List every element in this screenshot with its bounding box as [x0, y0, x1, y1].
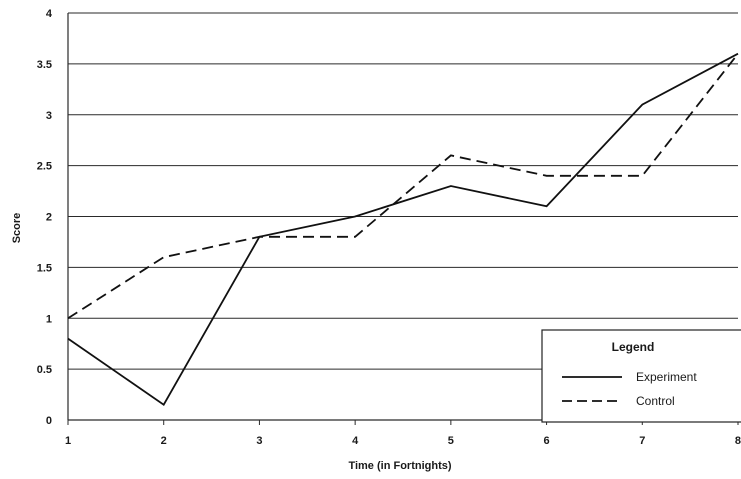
- x-tick-label: 3: [256, 435, 262, 447]
- y-tick-label: 4: [46, 8, 53, 20]
- legend-label-control: Control: [636, 394, 675, 408]
- y-tick-label: 2.5: [37, 161, 52, 173]
- x-tick-label: 6: [544, 435, 550, 447]
- x-tick-label: 8: [735, 435, 741, 447]
- y-tick-label: 2: [46, 212, 52, 224]
- x-tick-label: 5: [448, 435, 454, 447]
- legend: Legend Experiment Control: [541, 329, 741, 423]
- series-lines: [67, 52, 739, 406]
- y-tick-label: 0.5: [37, 364, 52, 376]
- x-axis-label: Time (in Fortnights): [348, 460, 451, 472]
- y-tick-labels: 0 0.5 1 1.5 2 2.5 3 3.5 4: [37, 8, 53, 427]
- x-tick-label: 1: [65, 435, 71, 447]
- y-tick-label: 3.5: [37, 59, 52, 71]
- x-tick-label: 2: [161, 435, 167, 447]
- series-line-control: [67, 53, 739, 320]
- y-tick-label: 1.5: [37, 262, 52, 274]
- legend-label-experiment: Experiment: [636, 370, 697, 384]
- y-tick-label: 1: [46, 313, 52, 325]
- y-axis-label: Score: [11, 213, 23, 244]
- series-line-experiment: [67, 52, 739, 406]
- x-tick-label: 7: [639, 435, 645, 447]
- y-tick-label: 3: [46, 110, 52, 122]
- x-tick-labels: 1 2 3 4 5 6 7 8: [65, 420, 741, 447]
- y-tick-label: 0: [46, 415, 52, 427]
- x-tick-label: 4: [352, 435, 359, 447]
- legend-title: Legend: [612, 340, 655, 354]
- legend-box: [541, 329, 741, 423]
- grid-lines: [68, 12, 738, 421]
